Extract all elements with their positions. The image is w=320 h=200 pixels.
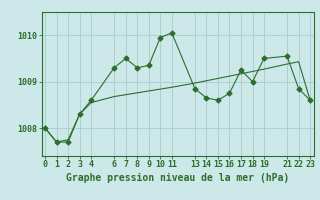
X-axis label: Graphe pression niveau de la mer (hPa): Graphe pression niveau de la mer (hPa) <box>66 173 289 183</box>
